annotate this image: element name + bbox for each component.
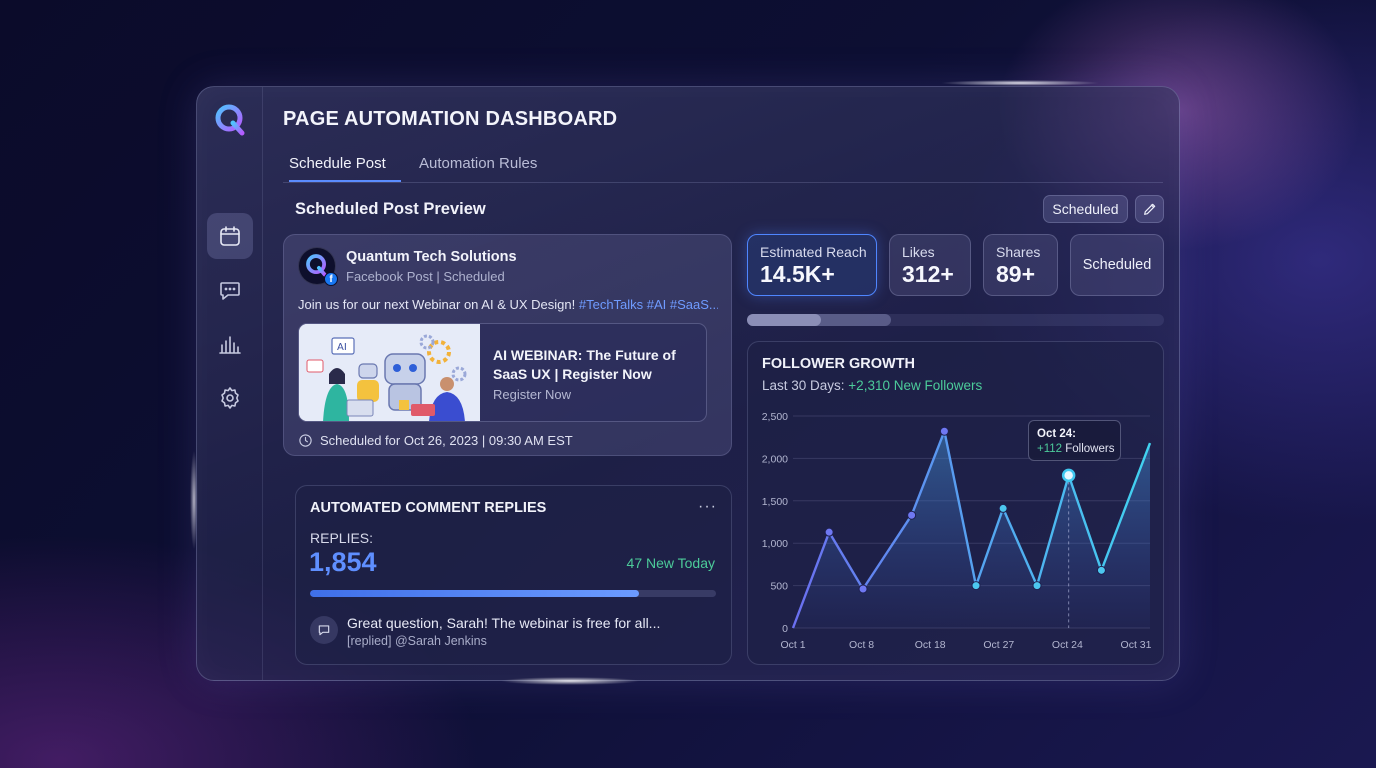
y-tick-label: 1,500 xyxy=(762,496,788,508)
chart-subtitle-value: +2,310 New Followers xyxy=(848,378,983,393)
clock-icon xyxy=(299,434,312,447)
data-point[interactable] xyxy=(824,527,834,537)
post-subtitle: Facebook Post | Scheduled xyxy=(346,269,505,284)
app-logo[interactable] xyxy=(213,103,247,137)
stats-scrollbar[interactable] xyxy=(747,314,1164,326)
y-tick-label: 1,000 xyxy=(762,538,788,550)
tab-schedule-post[interactable]: Schedule Post xyxy=(289,155,401,182)
follower-growth-chart[interactable]: 0 500 1,000 1,500 2,000 2,500 Oct 1 Oct 8 Oct 18… xyxy=(748,342,1165,666)
data-point[interactable] xyxy=(939,426,949,436)
sidebar-item-calendar[interactable] xyxy=(207,213,253,259)
link-preview[interactable]: AI AI WEBINAR: The Future of SaaS UX | R… xyxy=(298,323,707,422)
latest-reply-meta: [replied] @Sarah Jenkins xyxy=(347,634,487,648)
x-tick-label: Oct 18 xyxy=(915,639,946,651)
x-tick-label: Oct 27 xyxy=(983,639,1014,651)
chart-title: FOLLOWER GROWTH xyxy=(762,356,916,372)
page-name: Quantum Tech Solutions xyxy=(346,249,517,265)
sidebar-item-messages[interactable] xyxy=(207,267,253,313)
x-tick-label: Oct 31 xyxy=(1121,639,1152,651)
calendar-icon xyxy=(220,226,240,246)
glow-left xyxy=(190,450,198,550)
pencil-icon xyxy=(1143,203,1155,215)
gear-icon xyxy=(221,387,239,409)
tab-bar: Schedule Post Automation Rules xyxy=(283,153,1163,183)
stat-label: Likes xyxy=(902,244,935,260)
replies-progress-bar xyxy=(310,590,716,597)
chart-area xyxy=(793,431,1150,628)
stat-value: 312+ xyxy=(902,261,954,287)
stat-likes[interactable]: Likes 312+ xyxy=(889,234,971,296)
avatar xyxy=(298,247,336,285)
post-text: Join us for our next Webinar on AI & UX … xyxy=(298,297,718,312)
tab-label: Automation Rules xyxy=(419,155,538,172)
scrollbar-thumb[interactable] xyxy=(747,314,891,326)
x-tick-label: Oct 8 xyxy=(849,639,874,651)
svg-text:AI: AI xyxy=(337,342,347,353)
stat-shares[interactable]: Shares 89+ xyxy=(983,234,1058,296)
chart-subtitle: Last 30 Days: +2,310 New Followers xyxy=(762,378,982,393)
stat-value: 14.5K+ xyxy=(760,261,835,287)
replies-count: 1,854 xyxy=(309,547,377,577)
data-point[interactable] xyxy=(971,581,981,591)
tooltip-body: +112 Followers xyxy=(1037,443,1114,455)
more-options-icon[interactable]: ··· xyxy=(698,498,717,515)
stat-label: Shares xyxy=(996,244,1041,260)
x-tick-label: Oct 1 xyxy=(780,639,805,651)
chart-tooltip: Oct 24: +112 Followers xyxy=(1028,420,1121,461)
stat-value: 89+ xyxy=(996,261,1036,287)
post-body: Join us for our next Webinar on AI & UX … xyxy=(298,297,579,312)
post-hashtags[interactable]: #TechTalks #AI #SaaS... xyxy=(578,297,718,312)
follower-growth-card: FOLLOWER GROWTH Last 30 Days: +2,310 New… xyxy=(747,341,1164,665)
bar-chart-icon xyxy=(219,336,241,354)
data-point[interactable] xyxy=(1032,581,1042,591)
tooltip-value: +112 xyxy=(1037,443,1063,455)
facebook-icon: f xyxy=(324,272,338,286)
link-subtitle[interactable]: Register Now xyxy=(493,387,572,402)
chart-subtitle-prefix: Last 30 Days: xyxy=(762,378,849,393)
glow-top xyxy=(940,80,1100,86)
sidebar-item-settings[interactable] xyxy=(207,375,253,421)
replies-progress-fill xyxy=(310,590,639,597)
reply-bubble xyxy=(310,616,338,644)
y-tick-label: 2,000 xyxy=(762,453,788,465)
x-tick-label: Oct 24 xyxy=(1052,639,1083,651)
replies-label: REPLIES: xyxy=(310,530,374,546)
scrollbar-thumb-highlight xyxy=(747,314,821,326)
chat-icon xyxy=(220,282,240,300)
sidebar-item-analytics[interactable] xyxy=(207,321,253,367)
section-title: Scheduled Post Preview xyxy=(295,200,486,218)
data-point[interactable] xyxy=(858,584,868,594)
tab-automation-rules[interactable]: Automation Rules xyxy=(419,155,537,180)
stat-estimated-reach[interactable]: Estimated Reach 14.5K+ xyxy=(747,234,877,296)
data-point[interactable] xyxy=(1096,565,1106,575)
link-title: AI WEBINAR: The Future of SaaS UX | Regi… xyxy=(493,347,676,382)
glow-bottom xyxy=(500,677,640,685)
data-point[interactable] xyxy=(998,503,1008,513)
y-tick-label: 2,500 xyxy=(762,411,788,423)
latest-reply-text[interactable]: Great question, Sarah! The webinar is fr… xyxy=(347,615,661,631)
schedule-text: Scheduled for Oct 26, 2023 | 09:30 AM ES… xyxy=(320,433,573,448)
webinar-illustration-image: AI xyxy=(299,324,480,421)
highlighted-data-point[interactable] xyxy=(1061,468,1076,483)
replies-title: AUTOMATED COMMENT REPLIES xyxy=(310,500,547,516)
automated-replies-card: AUTOMATED COMMENT REPLIES ··· REPLIES: 1… xyxy=(295,485,732,665)
edit-button[interactable] xyxy=(1135,195,1164,223)
schedule-info: Scheduled for Oct 26, 2023 | 09:30 AM ES… xyxy=(298,433,573,448)
page-title: PAGE AUTOMATION DASHBOARD xyxy=(283,108,618,130)
sidebar xyxy=(197,87,263,680)
tooltip-suffix: Followers xyxy=(1062,443,1115,455)
status-badge[interactable]: Scheduled xyxy=(1043,195,1128,223)
y-tick-label: 0 xyxy=(782,623,788,635)
post-preview-card[interactable]: f Quantum Tech Solutions Facebook Post |… xyxy=(283,234,732,456)
dashboard-panel: PAGE AUTOMATION DASHBOARD Schedule Post … xyxy=(196,86,1180,681)
stat-label: Scheduled xyxy=(1082,257,1152,273)
stat-scheduled[interactable]: Scheduled xyxy=(1070,234,1164,296)
comment-icon xyxy=(318,625,330,636)
replies-new-today: 47 New Today xyxy=(626,555,715,571)
tooltip-title: Oct 24: xyxy=(1037,428,1076,440)
stat-label: Estimated Reach xyxy=(760,244,867,260)
data-point[interactable] xyxy=(907,510,917,520)
tab-label: Schedule Post xyxy=(289,155,386,172)
y-tick-label: 500 xyxy=(770,581,788,593)
